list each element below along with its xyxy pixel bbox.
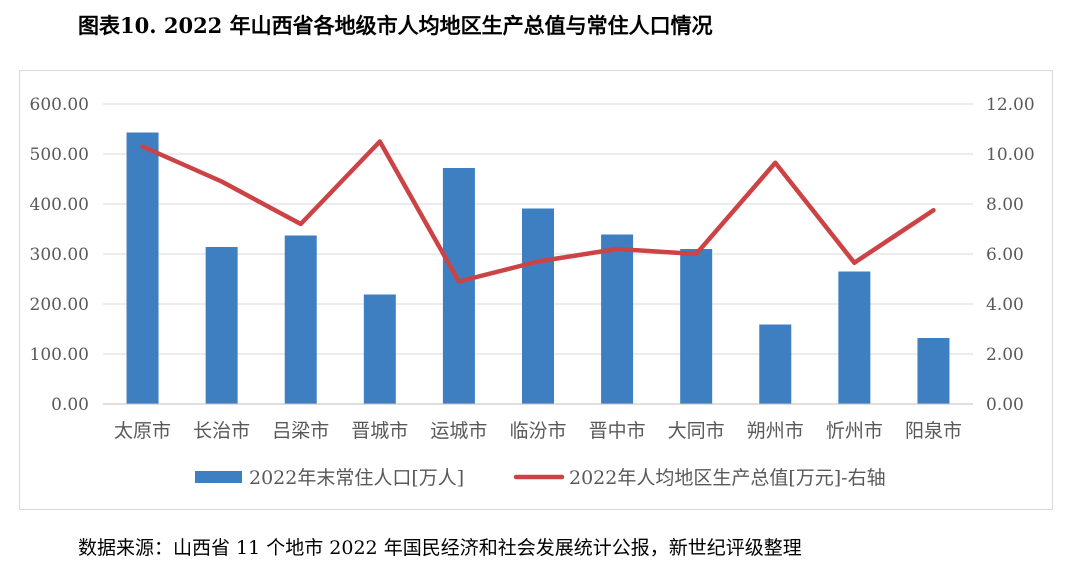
legend-swatch-bar [195,471,242,483]
bar [838,271,871,404]
bar [680,249,713,404]
x-tick-label: 临汾市 [509,420,566,442]
bar [205,247,238,404]
chart-title: 图表10. 2022 年山西省各地级市人均地区生产总值与常住人口情况 [78,13,713,38]
y-right-tick-label: 12.00 [986,95,1035,115]
chart-frame [19,70,1053,510]
x-tick-label: 晋城市 [351,420,408,442]
y-right-tick-label: 10.00 [986,145,1035,165]
y-right-tick-label: 6.00 [986,245,1024,265]
axes: 0.00 100.00 200.00 300.00 400.00 500.00 600.00… [30,95,1035,442]
y-right-tick-label: 2.00 [986,345,1024,365]
bar [917,338,950,404]
x-tick-label: 大同市 [668,420,725,442]
y-left-tick-label: 100.00 [30,345,89,365]
y-right-tick-label: 0.00 [986,395,1024,415]
x-tick-label: 吕梁市 [272,420,329,442]
bar [522,208,554,404]
y-left-tick-label: 400.00 [30,195,89,215]
x-tick-label: 阳泉市 [905,420,962,442]
bar-series [126,132,950,404]
y-left-tick-label: 500.00 [30,145,89,165]
bar [126,132,159,404]
x-tick-label: 运城市 [430,420,487,442]
y-right-tick-label: 8.00 [986,195,1024,215]
legend-label-bar: 2022年末常住人口[万人] [249,467,464,489]
bar [759,324,792,404]
x-tick-label: 太原市 [114,420,171,442]
line-series [140,139,936,284]
bar [363,294,396,404]
bar [284,235,317,404]
y-left-tick-label: 0.00 [51,395,89,415]
legend: 2022年末常住人口[万人] 2022年人均地区生产总值[万元]-右轴 [195,467,886,489]
y-right-tick-label: 4.00 [986,295,1024,315]
x-tick-label: 长治市 [193,420,250,442]
data-source-note: 数据来源：山西省 11 个地市 2022 年国民经济和社会发展统计公报，新世纪评… [78,537,802,559]
y-left-tick-label: 300.00 [30,245,89,265]
combo-chart: 0.00 100.00 200.00 300.00 400.00 500.00 600.00… [30,95,1035,489]
x-tick-label: 晋中市 [589,420,646,442]
y-left-tick-label: 200.00 [30,295,89,315]
bar [601,234,634,404]
y-left-tick-label: 600.00 [30,95,89,115]
x-tick-label: 忻州市 [826,420,883,442]
legend-label-line: 2022年人均地区生产总值[万元]-右轴 [569,467,886,489]
x-tick-label: 朔州市 [747,420,804,442]
bar [442,168,475,404]
